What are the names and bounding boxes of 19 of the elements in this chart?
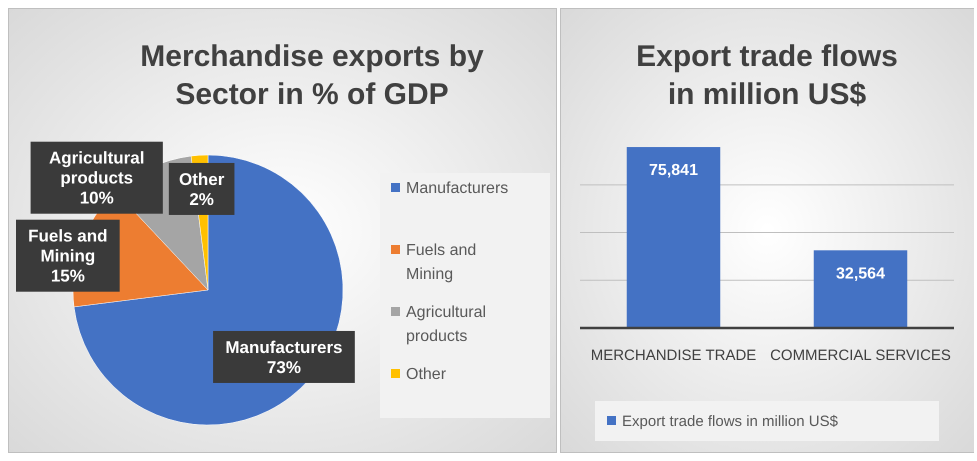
- chart-title: Export trade flows in million US$: [636, 40, 898, 111]
- slice-label: Agricultural products: [49, 148, 144, 188]
- legend-label: Export trade flows in million US$: [622, 413, 839, 430]
- legend-label: Manufacturers: [406, 180, 508, 197]
- chart-title: Merchandise exports by Sector in % of GDP: [140, 40, 484, 111]
- x-tick-label: COMMERCIAL SERVICES: [770, 347, 951, 364]
- legend-label: Other: [406, 366, 447, 383]
- slice-label: Manufacturers: [225, 338, 343, 357]
- slice-label: Fuels and Mining: [28, 226, 108, 266]
- data-label: 75,841: [649, 162, 698, 180]
- slice-label: Other: [178, 170, 225, 189]
- x-tick-label: MERCHANDISE TRADE: [590, 347, 756, 364]
- data-label: 32,564: [836, 265, 886, 282]
- data-label: 73%: [266, 358, 301, 377]
- data-label: 2%: [189, 190, 214, 209]
- legend-label: Fuels and Mining: [406, 242, 476, 283]
- data-label: 15%: [50, 266, 85, 286]
- legend-label: Agricultural products: [406, 304, 486, 345]
- data-label: 10%: [80, 188, 114, 208]
